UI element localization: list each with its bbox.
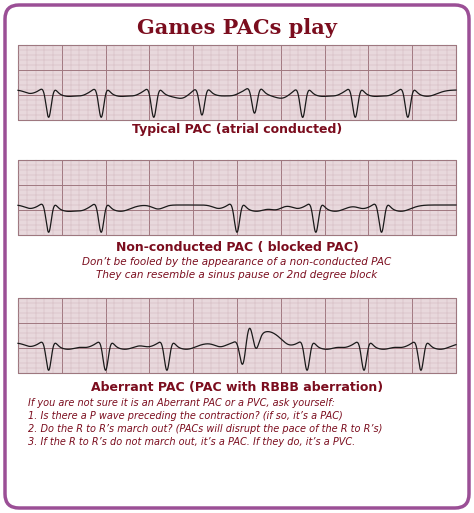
Text: Typical PAC (atrial conducted): Typical PAC (atrial conducted) [132, 124, 342, 136]
Text: 3. If the R to R’s do not march out, it’s a PAC. If they do, it’s a PVC.: 3. If the R to R’s do not march out, it’… [28, 437, 355, 447]
Text: Non-conducted PAC ( blocked PAC): Non-conducted PAC ( blocked PAC) [116, 242, 358, 254]
Bar [18, 298, 456, 373]
Bar [18, 45, 456, 120]
FancyBboxPatch shape [5, 5, 469, 508]
Text: They can resemble a sinus pause or 2nd degree block: They can resemble a sinus pause or 2nd d… [96, 270, 378, 280]
Text: 1. Is there a P wave preceding the contraction? (if so, it’s a PAC): 1. Is there a P wave preceding the contr… [28, 411, 343, 421]
Text: 2. Do the R to R’s march out? (PACs will disrupt the pace of the R to R’s): 2. Do the R to R’s march out? (PACs will… [28, 424, 383, 434]
Text: Don’t be fooled by the appearance of a non-conducted PAC: Don’t be fooled by the appearance of a n… [82, 257, 392, 267]
Text: Games PACs play: Games PACs play [137, 18, 337, 38]
Text: If you are not sure it is an Aberrant PAC or a PVC, ask yourself:: If you are not sure it is an Aberrant PA… [28, 398, 335, 408]
Text: Aberrant PAC (PAC with RBBB aberration): Aberrant PAC (PAC with RBBB aberration) [91, 382, 383, 394]
Bar [18, 160, 456, 235]
